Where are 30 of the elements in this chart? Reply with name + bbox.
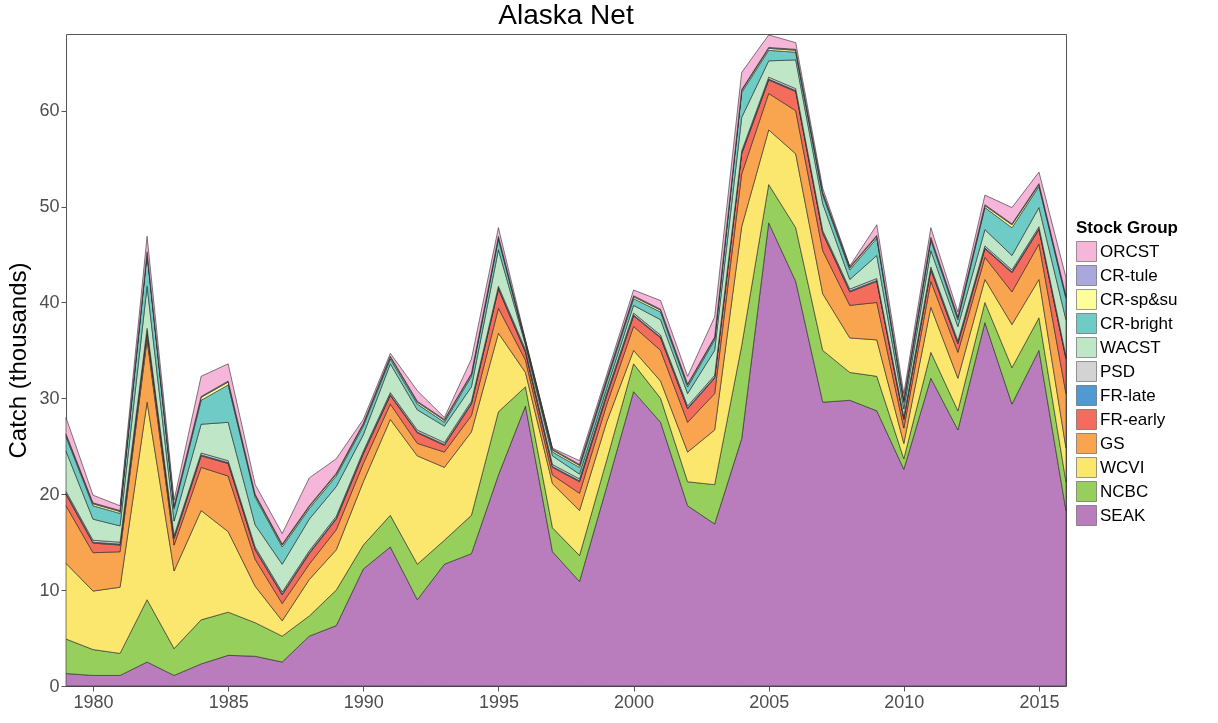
y-tick-label: 20 xyxy=(39,483,60,504)
y-axis-title: Catch (thousands) xyxy=(4,262,32,459)
x-tick-label: 2010 xyxy=(884,691,925,712)
y-tick-label: 50 xyxy=(39,196,60,217)
chart-title: Alaska Net xyxy=(498,0,634,30)
legend-label: CR-bright xyxy=(1100,313,1174,333)
x-tick-label: 1990 xyxy=(343,691,384,712)
y-tick-label: 0 xyxy=(49,675,60,696)
legend-label: FR-early xyxy=(1100,409,1166,429)
legend-label: ORCST xyxy=(1100,241,1160,261)
legend-title: Stock Group xyxy=(1076,218,1179,237)
legend-label: PSD xyxy=(1100,361,1135,381)
legend-label: GS xyxy=(1100,433,1125,453)
legend-label: WACST xyxy=(1100,337,1161,357)
y-tick-label: 10 xyxy=(39,579,60,600)
legend-label: NCBC xyxy=(1100,481,1149,501)
x-tick-label: 1985 xyxy=(208,691,249,712)
x-tick-label: 1995 xyxy=(478,691,519,712)
legend-label: CR-sp&su xyxy=(1100,289,1178,309)
y-tick-label: 60 xyxy=(39,100,60,121)
legend-label: WCVI xyxy=(1100,457,1145,477)
x-tick-label: 2005 xyxy=(749,691,790,712)
legend-label: SEAK xyxy=(1100,505,1147,525)
x-tick-label: 2015 xyxy=(1019,691,1060,712)
x-tick-label: 2000 xyxy=(614,691,655,712)
y-tick-label: 40 xyxy=(39,291,60,312)
y-tick-label: 30 xyxy=(39,387,60,408)
legend-label: FR-late xyxy=(1100,385,1156,405)
legend-label: CR-tule xyxy=(1100,265,1158,285)
x-tick-label: 1980 xyxy=(73,691,114,712)
